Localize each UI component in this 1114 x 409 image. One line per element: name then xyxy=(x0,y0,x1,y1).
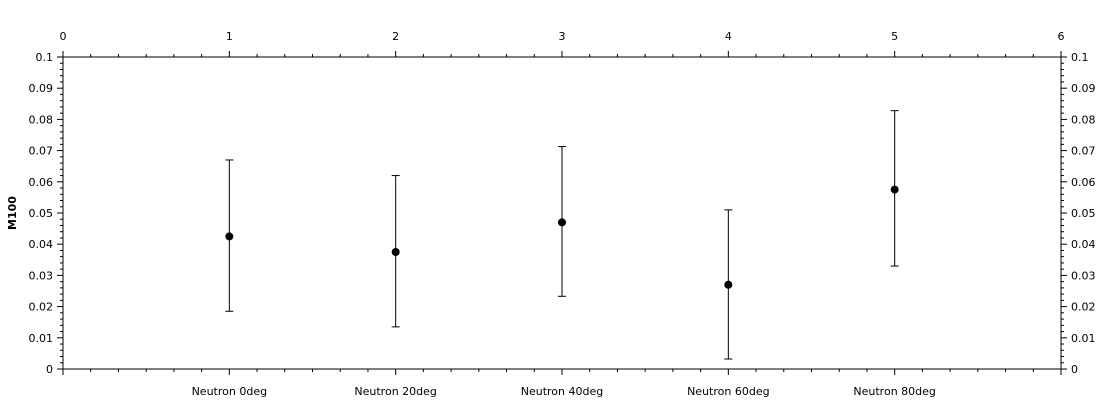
y-tick-label-right: 0.06 xyxy=(1071,176,1096,189)
y-tick-label-left: 0.08 xyxy=(29,113,54,126)
y-tick-label-left: 0.04 xyxy=(29,238,54,251)
y-tick-label-left: 0.03 xyxy=(29,269,54,282)
y-tick-label-left: 0.02 xyxy=(29,301,54,314)
y-tick-label-right: 0.08 xyxy=(1071,113,1096,126)
y-tick-label-right: 0 xyxy=(1071,363,1078,376)
y-tick-label-right: 0.01 xyxy=(1071,332,1096,345)
y-tick-label-left: 0.05 xyxy=(29,207,54,220)
y-tick-label-left: 0.1 xyxy=(36,51,54,64)
y-tick-label-right: 0.03 xyxy=(1071,269,1096,282)
x-top-tick-label: 4 xyxy=(725,30,732,43)
x-top-tick-label: 0 xyxy=(60,30,67,43)
y-tick-label-left: 0.07 xyxy=(29,145,54,158)
data-point xyxy=(890,185,899,194)
y-tick-label-left: 0.09 xyxy=(29,82,54,95)
x-top-tick-label: 1 xyxy=(226,30,233,43)
x-top-tick-label: 2 xyxy=(392,30,399,43)
data-point xyxy=(724,280,733,289)
x-top-tick-label: 3 xyxy=(559,30,566,43)
y-axis-title: M100 xyxy=(6,196,19,230)
x-top-tick-label: 5 xyxy=(891,30,898,43)
x-category-label: Neutron 40deg xyxy=(521,385,604,398)
y-tick-label-right: 0.1 xyxy=(1071,51,1089,64)
x-category-label: Neutron 0deg xyxy=(192,385,268,398)
y-tick-label-right: 0.02 xyxy=(1071,301,1096,314)
y-tick-label-left: 0.06 xyxy=(29,176,54,189)
x-category-label: Neutron 20deg xyxy=(354,385,437,398)
data-point xyxy=(558,218,566,227)
x-category-label: Neutron 80deg xyxy=(853,385,936,398)
y-tick-label-right: 0.05 xyxy=(1071,207,1096,220)
y-tick-label-left: 0.01 xyxy=(29,332,54,345)
y-tick-label-right: 0.07 xyxy=(1071,145,1096,158)
x-category-label: Neutron 60deg xyxy=(687,385,770,398)
y-tick-label-left: 0 xyxy=(46,363,53,376)
data-point xyxy=(225,232,234,241)
data-point xyxy=(391,248,400,256)
x-top-tick-label: 6 xyxy=(1058,30,1065,43)
y-tick-label-right: 0.04 xyxy=(1071,238,1096,251)
y-tick-label-right: 0.09 xyxy=(1071,82,1096,95)
